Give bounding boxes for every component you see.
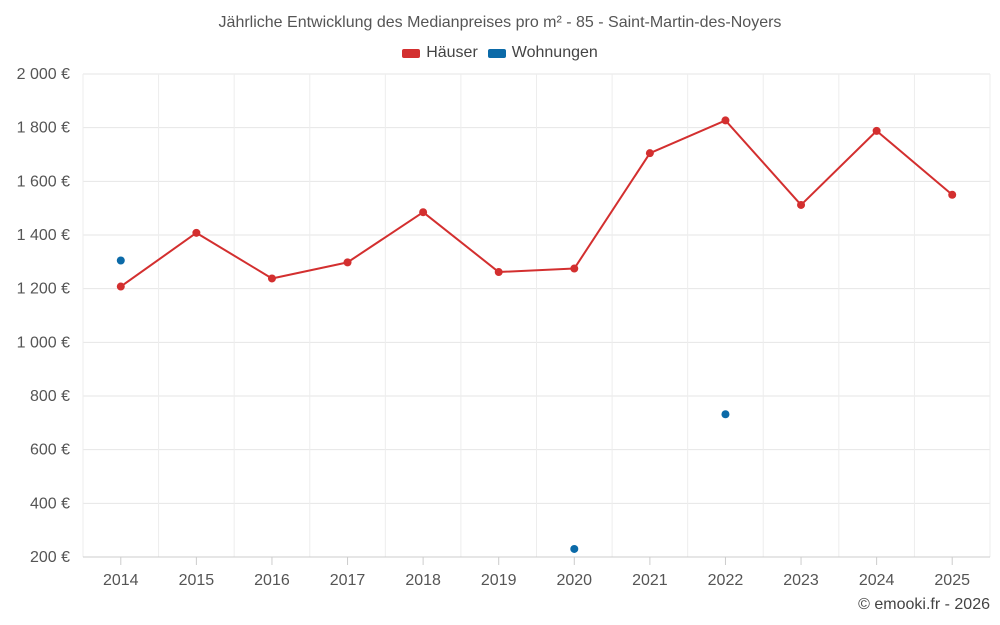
x-tick-label: 2016 <box>254 572 290 589</box>
data-point-haeuser <box>494 268 503 277</box>
x-tick-label: 2015 <box>179 572 215 589</box>
data-point-haeuser <box>192 228 201 237</box>
data-point-haeuser <box>797 200 806 209</box>
x-tick-label: 2022 <box>708 572 744 589</box>
x-tick-label: 2014 <box>103 572 139 589</box>
series-line-haeuser <box>120 119 953 288</box>
data-point-wohnungen <box>116 256 125 265</box>
data-point-haeuser <box>645 149 654 158</box>
data-point-wohnungen <box>570 544 579 553</box>
y-tick-label: 200 € <box>30 549 70 566</box>
legend: Häuser Wohnungen <box>0 44 1000 62</box>
y-tick-label: 400 € <box>30 495 70 512</box>
y-tick-label: 1 400 € <box>17 227 70 244</box>
chart-title: Jährliche Entwicklung des Medianpreises … <box>218 14 782 31</box>
legend-item-wohnungen[interactable]: Wohnungen <box>487 44 598 62</box>
legend-swatch-wohnungen <box>487 48 506 58</box>
legend-item-haeuser[interactable]: Häuser <box>402 44 478 62</box>
data-point-haeuser <box>267 274 276 283</box>
y-tick-label: 800 € <box>30 388 70 405</box>
x-tick-label: 2023 <box>783 572 819 589</box>
y-tick-label: 1 800 € <box>17 120 70 137</box>
x-tick-label: 2024 <box>859 572 895 589</box>
x-tick-label: 2020 <box>556 572 592 589</box>
x-tick-label: 2017 <box>330 572 366 589</box>
y-tick-label: 600 € <box>30 442 70 459</box>
data-point-haeuser <box>872 126 881 135</box>
data-point-haeuser <box>419 208 428 217</box>
y-tick-label: 1 600 € <box>17 173 70 190</box>
y-tick-label: 1 000 € <box>17 334 70 351</box>
x-tick-label: 2025 <box>934 572 970 589</box>
data-point-wohnungen <box>721 410 730 419</box>
data-point-haeuser <box>343 258 352 267</box>
legend-label-wohnungen: Wohnungen <box>511 44 598 61</box>
y-tick-label: 1 200 € <box>17 281 70 298</box>
data-point-haeuser <box>948 190 957 199</box>
data-point-haeuser <box>570 264 579 273</box>
x-tick-label: 2021 <box>632 572 668 589</box>
legend-swatch-haeuser <box>402 48 421 58</box>
credit-text: © emooki.fr - 2026 <box>858 596 990 613</box>
y-tick-label: 2 000 € <box>17 66 70 83</box>
legend-label-haeuser: Häuser <box>426 44 478 61</box>
data-point-haeuser <box>721 116 730 125</box>
data-point-haeuser <box>116 282 125 291</box>
x-tick-label: 2018 <box>405 572 441 589</box>
x-tick-label: 2019 <box>481 572 517 589</box>
